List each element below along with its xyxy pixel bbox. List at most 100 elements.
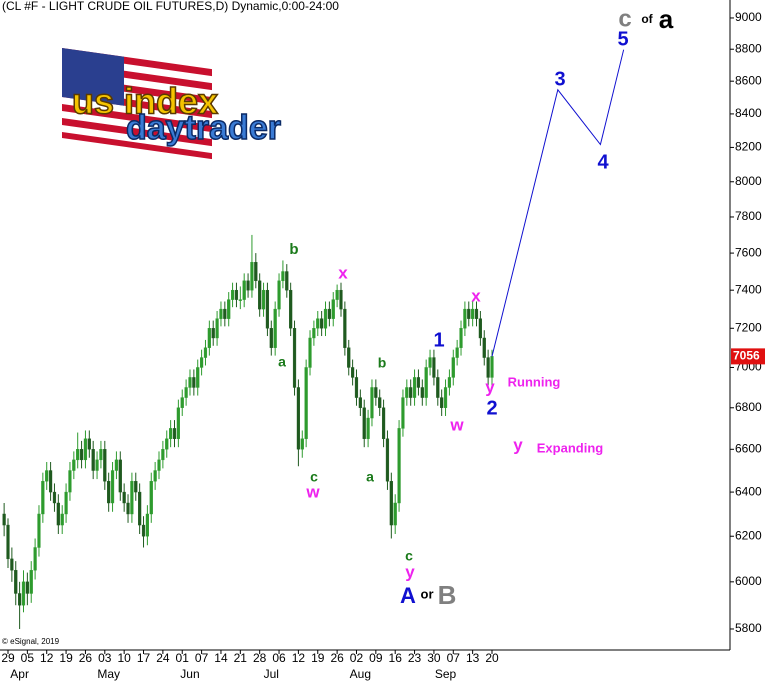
x-tick-label: 28 (253, 651, 267, 665)
candle-body (366, 417, 370, 439)
x-tick-label: 23 (408, 651, 422, 665)
candle-body (308, 337, 312, 368)
y-tick-label: 8000 (735, 174, 762, 188)
x-tick-label: 16 (389, 651, 403, 665)
candle-body (331, 299, 335, 319)
y-tick-label: 6400 (735, 484, 762, 498)
wave-label: a (659, 4, 674, 34)
candle-body (478, 318, 482, 339)
candle-body (412, 377, 417, 398)
y-tick-label: 9000 (735, 10, 762, 24)
wave-label: B (438, 580, 457, 610)
y-tick-label: 8600 (735, 73, 762, 87)
candle-body (482, 337, 486, 358)
candle-body (141, 524, 146, 537)
wave-label: c (310, 469, 318, 485)
candle-body (265, 289, 270, 329)
y-tick-label: 6200 (735, 528, 762, 542)
x-tick-label: 07 (195, 651, 209, 665)
candle-body (354, 377, 359, 398)
x-tick-label: 13 (466, 651, 480, 665)
wave-label: 3 (554, 68, 565, 90)
wave-label: or (421, 586, 434, 601)
candle-body (169, 428, 173, 439)
logo-text: daytrader (126, 109, 281, 147)
last-price-box (731, 348, 765, 365)
candle-body (134, 481, 138, 493)
candle-body (230, 289, 235, 300)
candle-body (443, 387, 448, 408)
wave-label: c (405, 548, 413, 564)
candle-body (138, 491, 142, 526)
wave-label: c (618, 5, 631, 32)
logo: us index daytrader (62, 47, 282, 160)
candle-body (300, 438, 304, 450)
candle-body (358, 397, 362, 408)
candle-body (432, 357, 436, 378)
wave-label: a (278, 354, 286, 370)
x-tick-label: 30 (427, 651, 441, 665)
x-tick-label: 05 (21, 651, 35, 665)
candle-body (428, 357, 432, 368)
candle-body (153, 470, 157, 482)
candle-body (339, 289, 343, 310)
candle-body (14, 570, 18, 594)
candle-body (320, 318, 324, 329)
candle-body (126, 502, 130, 515)
candles (2, 234, 494, 629)
x-tick-label: 10 (117, 651, 131, 665)
candle-body (292, 328, 297, 388)
candle-body (114, 459, 119, 471)
flag (62, 47, 212, 160)
wave-label: 1 (433, 329, 444, 351)
candle-body (110, 470, 115, 504)
x-tick-label: 19 (311, 651, 325, 665)
logo-text: us index (72, 81, 218, 122)
candle-body (176, 407, 180, 439)
candle-body (188, 377, 192, 388)
candle-body (343, 308, 347, 348)
candle-body (281, 271, 285, 282)
candle-body (323, 308, 328, 329)
candle-body (362, 407, 366, 439)
last-price-label: 7056 (733, 349, 760, 363)
candle-body (161, 449, 165, 461)
x-tick-label: 09 (369, 651, 383, 665)
candle-body (409, 387, 413, 398)
candle-body (25, 581, 29, 594)
x-tick-label: 02 (350, 651, 364, 665)
candle-body (335, 289, 339, 300)
candle-body (436, 377, 440, 398)
candle-body (219, 308, 223, 319)
candle-body (107, 481, 111, 504)
candle-body (378, 397, 382, 408)
candle-body (207, 328, 211, 348)
x-tick-label: 12 (40, 651, 54, 665)
candle-body (389, 481, 393, 526)
y-tick-label: 7400 (735, 282, 762, 296)
candle-body (316, 318, 320, 329)
wave-label: of (641, 12, 653, 26)
candle-body (312, 328, 316, 339)
candle-body (242, 280, 246, 300)
x-tick-label: 17 (137, 651, 151, 665)
y-tick-label: 7200 (735, 320, 762, 334)
wave-label: Running (508, 374, 561, 389)
candle-body (261, 289, 266, 310)
candle-body (424, 367, 428, 398)
candle-body (405, 387, 409, 398)
wave-label: 4 (597, 151, 609, 173)
candle-body (327, 308, 331, 319)
candle-body (130, 481, 134, 515)
candle-body (91, 449, 95, 471)
x-tick-label: 29 (1, 651, 15, 665)
candle-body (196, 367, 200, 388)
wave-label: 2 (486, 397, 497, 419)
chart-title: (CL #F - LIGHT CRUDE OIL FUTURES,D) Dyna… (2, 0, 339, 13)
month-label: Apr (10, 667, 29, 681)
month-label: Aug (350, 667, 371, 681)
candle-body (374, 387, 378, 398)
wave-label: y (405, 562, 415, 581)
candle-body (103, 449, 107, 482)
x-tick-label: 24 (156, 651, 170, 665)
